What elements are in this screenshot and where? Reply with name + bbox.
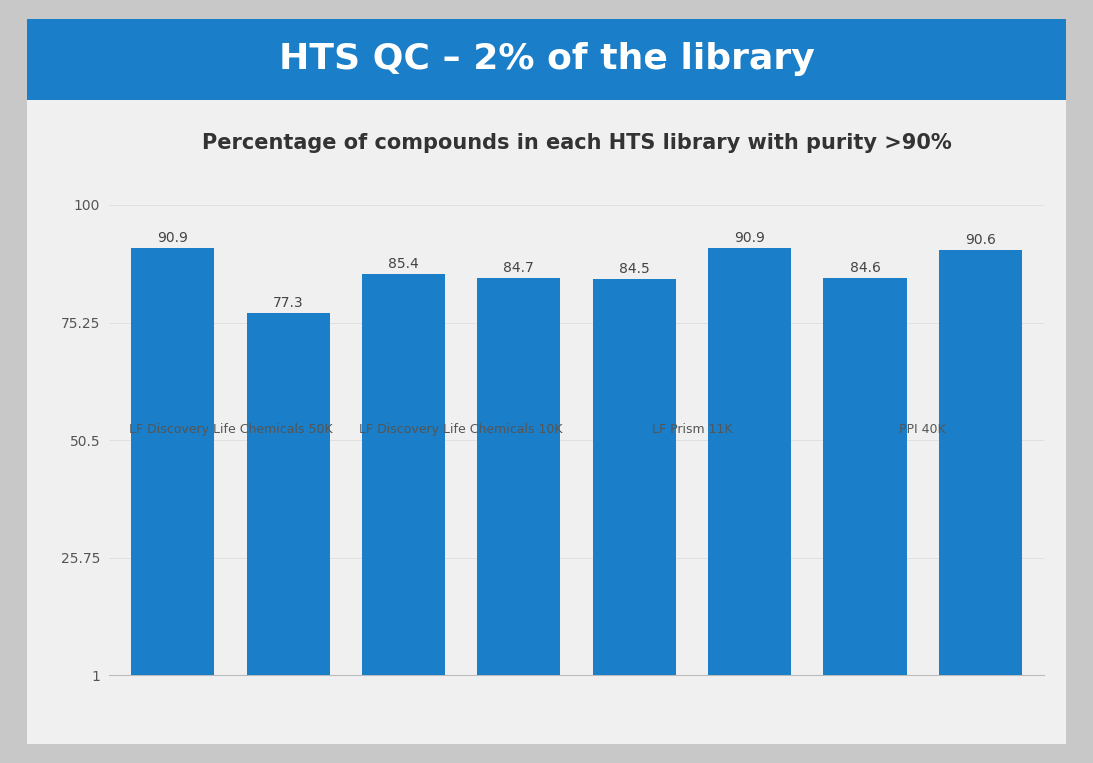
- Text: 90.6: 90.6: [965, 233, 996, 246]
- Bar: [362, 274, 445, 675]
- Text: LF Discovery Life Chemicals 50K: LF Discovery Life Chemicals 50K: [129, 423, 332, 436]
- Bar: [478, 278, 561, 675]
- Bar: [131, 248, 214, 675]
- Bar: [247, 313, 330, 675]
- Text: PPI 40K: PPI 40K: [900, 423, 945, 436]
- Text: 85.4: 85.4: [388, 257, 419, 272]
- Text: 90.9: 90.9: [734, 231, 765, 246]
- Bar: [592, 278, 675, 675]
- Text: 77.3: 77.3: [273, 296, 304, 310]
- Text: LF Discovery Life Chemicals 10K: LF Discovery Life Chemicals 10K: [360, 423, 563, 436]
- Text: HTS QC – 2% of the library: HTS QC – 2% of the library: [279, 42, 814, 76]
- Bar: [708, 248, 791, 675]
- Text: 84.5: 84.5: [619, 262, 649, 275]
- Text: LF Prism 11K: LF Prism 11K: [651, 423, 732, 436]
- Bar: [939, 250, 1022, 675]
- Bar: [823, 278, 906, 675]
- Text: 84.7: 84.7: [504, 261, 534, 275]
- Text: 90.9: 90.9: [157, 231, 188, 246]
- Text: 84.6: 84.6: [849, 261, 881, 275]
- Title: Percentage of compounds in each HTS library with purity >90%: Percentage of compounds in each HTS libr…: [202, 134, 951, 153]
